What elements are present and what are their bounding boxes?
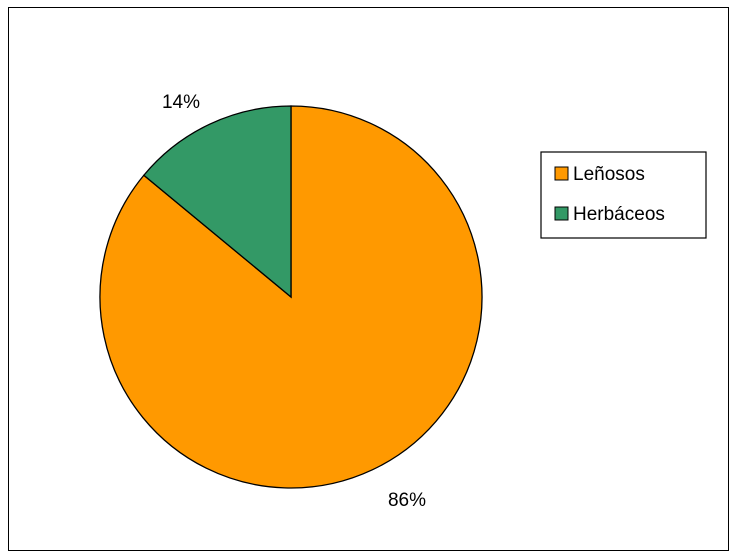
pie-data-labels: 86% 14% bbox=[162, 92, 426, 511]
legend-swatch-lenosos bbox=[554, 166, 569, 181]
legend-swatch-herbaceos bbox=[554, 206, 569, 221]
data-label-lenosos: 86% bbox=[388, 490, 426, 511]
legend-label-lenosos: Leñosos bbox=[573, 164, 645, 185]
data-label-herbaceos: 14% bbox=[162, 92, 200, 113]
legend-box bbox=[540, 151, 707, 239]
legend-label-herbaceos: Herbáceos bbox=[573, 204, 665, 225]
pie-slices bbox=[99, 105, 483, 489]
legend-items: Leñosos Herbáceos bbox=[554, 164, 665, 225]
legend: Leñosos Herbáceos bbox=[540, 151, 707, 239]
pie-slice-herbaceos bbox=[142, 105, 292, 299]
